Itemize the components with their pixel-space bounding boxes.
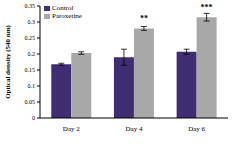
svg-text:**: ** — [140, 14, 148, 23]
svg-text:Day 2: Day 2 — [63, 125, 80, 133]
svg-text:0: 0 — [32, 115, 35, 121]
html-text:Control: Control — [52, 4, 74, 12]
svg-text:0.05: 0.05 — [25, 99, 36, 105]
svg-text:***: *** — [201, 3, 213, 12]
svg-text:Day 6: Day 6 — [188, 125, 205, 133]
svg-text:0.1: 0.1 — [28, 83, 36, 89]
svg-text:0.35: 0.35 — [25, 3, 36, 9]
svg-text:0.25: 0.25 — [25, 35, 36, 41]
svg-text:0.3: 0.3 — [28, 19, 36, 25]
html-text:Paroxetine: Paroxetine — [52, 12, 82, 20]
svg-text:0.15: 0.15 — [25, 67, 36, 73]
svg-text:0.2: 0.2 — [28, 51, 36, 57]
svg-text:Optical density (540 nm): Optical density (540 nm) — [8, 24, 12, 98]
svg-text:Day 4: Day 4 — [126, 125, 143, 133]
